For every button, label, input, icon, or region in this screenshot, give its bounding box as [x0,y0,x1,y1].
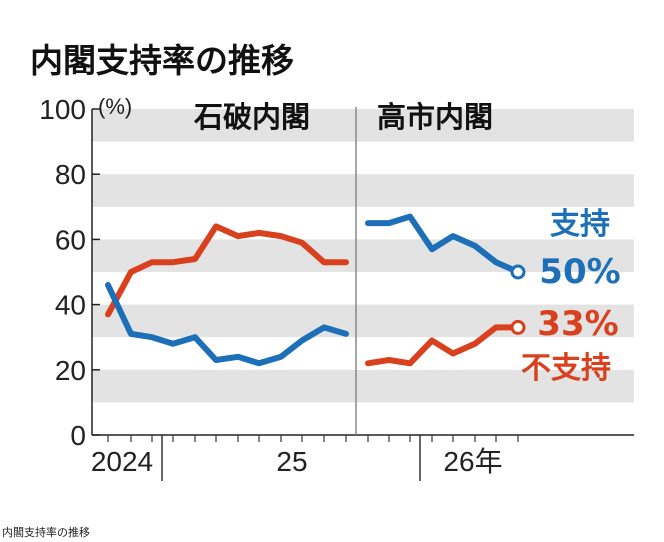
nonsupport-end-marker [510,319,526,335]
unit-label: (%) [98,94,132,119]
grid-band [92,304,634,338]
nonsupport-value-label: 33% [537,304,618,344]
grid-band [92,239,634,272]
y-tick-label: 20 [55,355,86,386]
y-tick-label: 80 [55,159,86,190]
cabinet-label: 高市内閣 [377,100,493,134]
y-tick-label: 60 [55,224,86,255]
support-end-marker [510,264,526,280]
support-line [365,213,521,275]
grid-bands [92,109,634,403]
nonsupport-name-label: 不支持 [521,351,611,386]
y-tick-label: 0 [70,420,86,451]
support-value-label: 50% [539,252,620,292]
grid-band [92,109,634,142]
axes: 0 20 40 60 80 100 石破内閣 高市内閣 2024 25 26年 [39,94,634,481]
grid-band [92,174,634,207]
nonsupport-line [365,324,521,367]
x-tick-label: 25 [276,446,307,477]
support-line [105,282,349,367]
support-name-label: 支持 [550,207,610,242]
image-caption: 内閣支持率の推移 [2,526,90,539]
grid-band [92,369,634,403]
cabinet-label: 石破内閣 [193,100,310,134]
x-tick-label: 2024 [91,446,153,477]
nonsupport-line [105,223,349,318]
series-labels: 支持 50% 33% 不支持 [521,207,621,386]
y-tick-label: 100 [39,94,86,125]
x-tick-label: 26年 [443,446,502,477]
chart-title: 内閣支持率の推移 [30,41,294,80]
series-lines [105,213,526,367]
y-tick-label: 40 [55,290,86,321]
chart-svg: 0 20 40 60 80 100 石破内閣 高市内閣 2024 25 26年 内閣支持率の推移 (… [30,41,634,481]
